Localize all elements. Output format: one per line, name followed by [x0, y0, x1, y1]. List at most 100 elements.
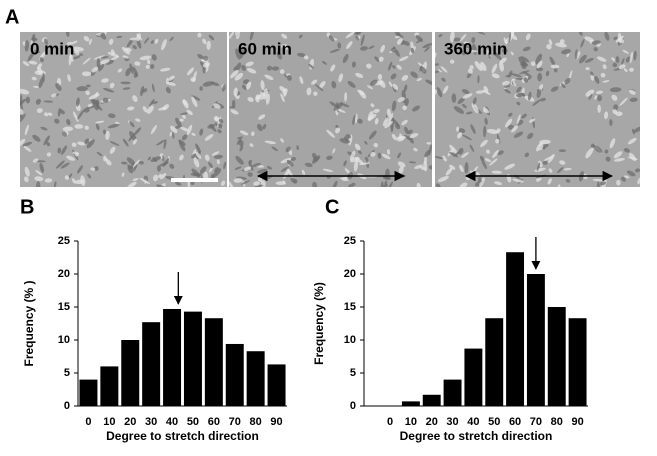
cell — [504, 89, 511, 94]
y-tick-label: 20 — [58, 268, 70, 280]
cell — [352, 114, 356, 125]
cell — [388, 61, 393, 71]
cell — [103, 155, 106, 162]
cell — [240, 49, 244, 59]
cell — [132, 159, 141, 168]
cell — [380, 44, 385, 53]
cell — [370, 103, 375, 108]
cell — [88, 38, 92, 45]
cell — [380, 181, 384, 187]
cell — [202, 62, 211, 68]
cell — [35, 180, 41, 187]
bar — [163, 308, 182, 406]
cell — [401, 119, 408, 126]
cell — [594, 75, 600, 84]
bar — [100, 366, 119, 406]
x-tick-label: 40 — [467, 416, 479, 428]
cell — [522, 46, 531, 52]
cell — [516, 101, 521, 106]
cell — [381, 153, 391, 160]
bar — [568, 318, 587, 406]
cell — [459, 182, 468, 187]
cell — [495, 138, 500, 144]
cell — [43, 112, 49, 117]
cell — [122, 87, 131, 90]
cell — [107, 123, 120, 129]
cell — [165, 77, 169, 85]
cell — [550, 64, 560, 69]
cell — [108, 38, 114, 45]
cell — [180, 112, 189, 116]
cell — [107, 113, 116, 119]
cell — [229, 32, 235, 40]
cell — [209, 124, 217, 132]
cell — [627, 137, 637, 145]
y-axis-label: Frequency (%) — [312, 282, 326, 365]
cell — [20, 113, 26, 123]
cell — [388, 181, 394, 187]
cell — [624, 175, 630, 179]
cell — [322, 60, 327, 65]
cell — [150, 64, 155, 69]
cell — [109, 82, 115, 89]
cell — [377, 152, 382, 159]
cell — [169, 36, 174, 42]
cell — [160, 173, 167, 180]
cell — [312, 152, 317, 160]
cell — [233, 87, 238, 97]
cell — [175, 117, 182, 128]
cell — [91, 66, 99, 73]
x-tick-label: 70 — [229, 416, 241, 428]
cell — [122, 138, 129, 147]
cell — [339, 138, 351, 144]
cell — [186, 67, 195, 76]
cell — [629, 51, 633, 64]
cell — [392, 65, 396, 69]
cell — [355, 35, 359, 41]
cell — [178, 139, 186, 146]
cell — [615, 56, 620, 64]
cell — [584, 57, 594, 63]
cell — [383, 184, 388, 187]
cell — [471, 102, 479, 114]
cell — [235, 48, 241, 60]
cell — [347, 81, 356, 88]
cell — [170, 125, 178, 133]
cell — [182, 100, 188, 106]
y-tick-label: 0 — [64, 400, 70, 412]
cell — [497, 150, 504, 156]
cell — [22, 141, 33, 147]
cell — [30, 40, 34, 47]
cell — [475, 90, 485, 94]
cell — [354, 113, 358, 124]
cell — [597, 104, 601, 113]
x-tick-label: 90 — [571, 416, 583, 428]
cell — [72, 151, 79, 155]
cell — [121, 46, 130, 55]
cell — [424, 155, 427, 165]
cell — [127, 181, 137, 187]
cell — [604, 149, 609, 154]
cell — [235, 62, 242, 72]
cell — [208, 162, 214, 169]
cell — [410, 71, 418, 79]
cell — [579, 32, 583, 36]
cell — [28, 60, 38, 65]
cell — [186, 124, 193, 136]
y-axis-label: Frequency (% ) — [22, 280, 36, 366]
bar — [422, 394, 441, 406]
cell — [461, 152, 469, 158]
cell — [308, 63, 314, 69]
cell — [560, 83, 566, 89]
cell — [512, 78, 517, 87]
x-tick-label: 30 — [145, 416, 157, 428]
cell — [611, 94, 618, 101]
cell — [532, 99, 541, 106]
cell — [396, 38, 403, 45]
cell — [425, 79, 432, 86]
x-tick-label: 80 — [250, 416, 262, 428]
cell — [494, 181, 503, 186]
cell — [585, 89, 595, 97]
cell — [304, 162, 313, 167]
cell — [360, 46, 368, 51]
